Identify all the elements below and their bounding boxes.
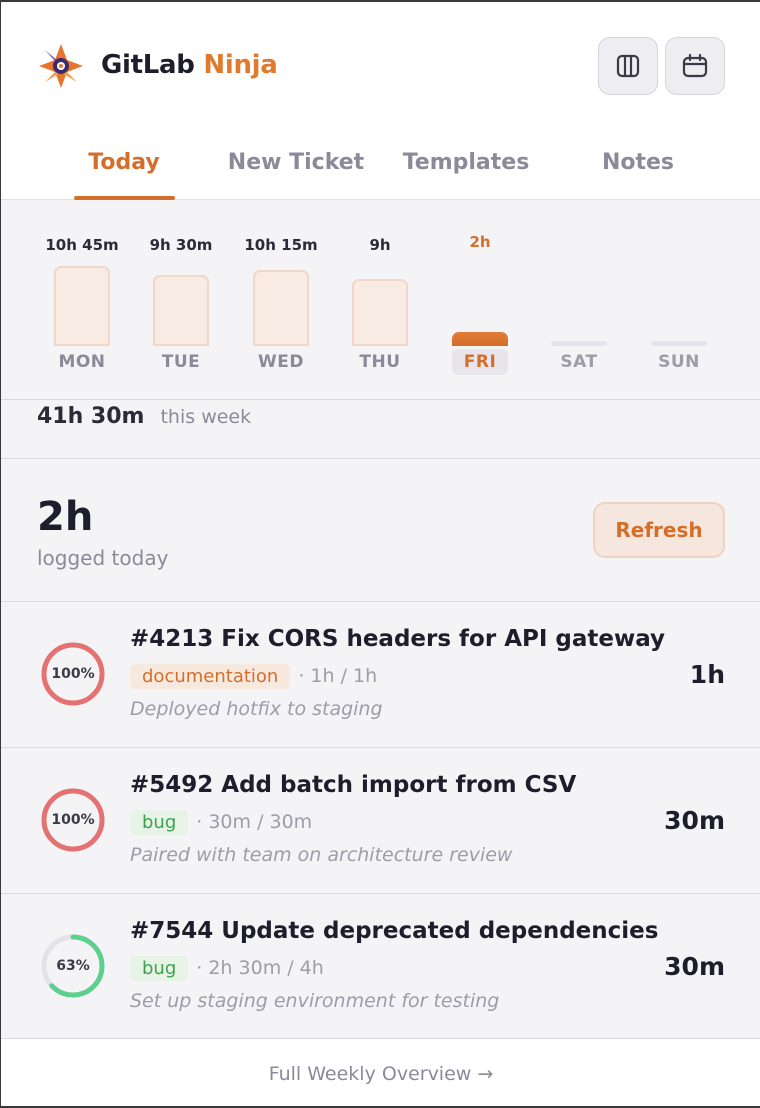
ticket-time-progress: · 2h 30m / 4h [196, 957, 324, 979]
ticket-meta: bug · 2h 30m / 4h [130, 954, 324, 982]
day-column-fri[interactable]: 2h FRI [430, 201, 530, 400]
day-column-tue[interactable]: 9h 30m TUE [131, 201, 231, 400]
ticket-row[interactable]: 63% #7544 Update deprecated dependencies… [1, 894, 760, 1039]
brand-ninja: Ninja [203, 50, 278, 80]
week-total-label: this week [160, 406, 252, 428]
day-column-wed[interactable]: 10h 15m WED [231, 201, 331, 400]
ticket-label-tag: bug [130, 955, 189, 981]
today-total-value: 2h [37, 494, 94, 540]
brand-gitlab: GitLab [101, 50, 195, 80]
ticket-meta: documentation · 1h / 1h [130, 662, 377, 690]
progress-ring [41, 642, 105, 706]
ninja-logo-icon [39, 44, 83, 88]
tab-bar: Today New Ticket Templates Notes [1, 142, 760, 200]
ticket-label-tag: documentation [130, 663, 291, 689]
ticket-note: Set up staging environment for testing [130, 990, 500, 1012]
calendar-icon [682, 53, 708, 78]
columns-view-button[interactable] [598, 37, 658, 95]
tab-new-ticket[interactable]: New Ticket [227, 150, 365, 175]
ticket-time-logged: 1h [689, 660, 725, 689]
day-label: FRI [430, 349, 530, 375]
ticket-note: Deployed hotfix to staging [130, 698, 383, 720]
tab-templates[interactable]: Templates [402, 150, 530, 175]
ticket-time-logged: 30m [664, 952, 725, 981]
week-total: 41h 30m this week [37, 404, 251, 458]
ticket-title[interactable]: #7544 Update deprecated dependencies [130, 918, 659, 944]
week-chart: 10h 45m MON 9h 30m TUE 10h 15m WED 9h TH… [1, 201, 760, 400]
today-total-label: logged today [37, 546, 169, 570]
full-weekly-overview-link[interactable]: Full Weekly Overview → [1, 1039, 760, 1106]
day-column-thu[interactable]: 9h THU [330, 201, 430, 400]
ticket-title[interactable]: #5492 Add batch import from CSV [130, 772, 577, 798]
tab-notes[interactable]: Notes [601, 150, 675, 175]
day-bar [452, 332, 508, 346]
day-column-sat[interactable]: SAT [529, 201, 629, 400]
ticket-row[interactable]: 100% #4213 Fix CORS headers for API gate… [1, 602, 760, 748]
day-label-text: FRI [451, 349, 509, 375]
ticket-time-progress: · 30m / 30m [196, 811, 313, 833]
day-value: 2h [469, 233, 491, 251]
day-bar [54, 266, 110, 346]
progress-ring [41, 788, 105, 852]
day-label: MON [58, 352, 106, 372]
progress-ring [41, 934, 105, 998]
header: GitLab Ninja Today New Ticket Templates … [1, 2, 760, 200]
tab-today[interactable]: Today [88, 150, 160, 175]
progress-percent: 100% [51, 812, 95, 828]
day-bar [153, 275, 209, 346]
ticket-label-tag: bug [130, 809, 189, 835]
progress-percent: 100% [51, 666, 95, 682]
active-tab-indicator [74, 196, 175, 200]
ticket-time-logged: 30m [664, 806, 725, 835]
progress-percent: 63% [56, 958, 90, 974]
day-bar [651, 341, 707, 346]
day-value: 10h 45m [45, 236, 119, 254]
week-total-value: 41h 30m [37, 404, 145, 429]
ticket-title[interactable]: #4213 Fix CORS headers for API gateway [130, 626, 666, 652]
calendar-view-button[interactable] [665, 37, 725, 95]
divider [1, 601, 760, 602]
ticket-time-progress: · 1h / 1h [298, 665, 378, 687]
refresh-button[interactable]: Refresh [593, 502, 725, 558]
ticket-row[interactable]: 100% #5492 Add batch import from CSV bug… [1, 748, 760, 894]
day-bar [352, 279, 408, 346]
day-label: SAT [560, 352, 598, 372]
ticket-meta: bug · 30m / 30m [130, 808, 312, 836]
day-bar [253, 270, 309, 346]
day-label: THU [359, 352, 401, 372]
day-label: TUE [161, 352, 201, 372]
day-value: 9h [369, 236, 391, 254]
day-value: 10h 15m [244, 236, 318, 254]
day-value: 9h 30m [149, 236, 213, 254]
day-label: WED [258, 352, 304, 372]
app-brand: GitLab Ninja [101, 50, 278, 80]
day-label: SUN [658, 352, 700, 372]
day-column-sun[interactable]: SUN [629, 201, 729, 400]
day-bar [551, 341, 607, 346]
day-column-mon[interactable]: 10h 45m MON [32, 201, 132, 400]
ticket-note: Paired with team on architecture review [130, 844, 513, 866]
columns-icon [616, 54, 640, 78]
divider [1, 458, 760, 459]
